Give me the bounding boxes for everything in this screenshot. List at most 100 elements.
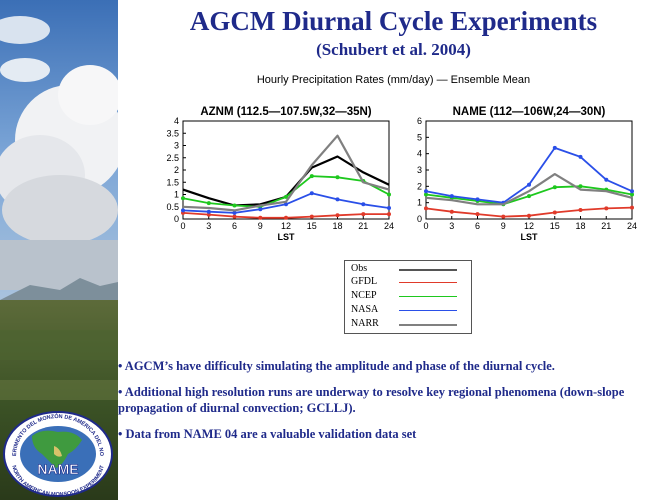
- x-axis-label: LST: [278, 232, 296, 242]
- y-tick-label: 1.5: [166, 177, 179, 187]
- bullet-list: • AGCM’s have difficulty simulating the …: [118, 358, 663, 452]
- series-point-ncep: [181, 196, 185, 201]
- x-tick-label: 15: [550, 221, 560, 231]
- y-tick-label: 6: [417, 116, 422, 126]
- series-point-ncep: [578, 184, 583, 189]
- legend-line-ncep: [399, 296, 457, 297]
- series-point-gfdl: [630, 205, 634, 210]
- chart-legend: Obs GFDL NCEP NASA NARR: [344, 260, 472, 334]
- series-point-nasa: [206, 209, 211, 214]
- series-point-ncep: [335, 175, 340, 180]
- legend-line-narr: [399, 324, 457, 326]
- series-point-gfdl: [604, 206, 609, 211]
- bullet-item: • Data from NAME 04 are a valuable valid…: [118, 427, 417, 441]
- series-point-nasa: [361, 202, 366, 207]
- series-point-gfdl: [475, 212, 480, 217]
- bullet-item: • Additional high resolution runs are un…: [118, 385, 625, 415]
- series-point-gfdl: [206, 212, 211, 217]
- bullet-item: • AGCM’s have difficulty simulating the …: [118, 359, 555, 373]
- series-point-gfdl: [284, 215, 288, 220]
- legend-line-gfdl: [399, 282, 457, 283]
- x-tick-label: 0: [423, 221, 428, 231]
- y-tick-label: 1: [417, 198, 422, 208]
- plot-frame: [425, 120, 633, 220]
- legend-label-obs: Obs: [351, 263, 368, 274]
- x-tick-label: 21: [358, 221, 368, 231]
- y-tick-label: 3: [417, 165, 422, 175]
- legend-line-nasa: [399, 310, 457, 311]
- y-tick-label: 3: [174, 141, 179, 151]
- x-tick-label: 21: [601, 221, 611, 231]
- figure-caption: Hourly Precipitation Rates (mm/day) — En…: [256, 74, 531, 86]
- series-point-nasa: [181, 208, 185, 213]
- series-line-narr: [425, 173, 633, 206]
- series-point-gfdl: [258, 215, 263, 220]
- legend-label-ncep: NCEP: [351, 290, 377, 301]
- series-point-gfdl: [361, 212, 366, 217]
- series-point-gfdl: [335, 213, 340, 218]
- legend-label-narr: NARR: [351, 318, 379, 329]
- series-point-gfdl: [449, 209, 454, 214]
- series-point-nasa: [630, 189, 634, 194]
- y-tick-label: 2: [417, 181, 422, 191]
- series-point-nasa: [335, 197, 340, 202]
- x-tick-label: 9: [258, 221, 263, 231]
- y-tick-label: 5: [417, 132, 422, 142]
- y-tick-label: 2.5: [166, 153, 179, 163]
- series-point-gfdl: [501, 214, 506, 219]
- x-tick-label: 24: [384, 221, 394, 231]
- chart-panel-0: AZNM (112.5—107.5W,32—35N)0 3 6 9 12 15 18 21 24…: [166, 106, 394, 242]
- legend-label-gfdl: GFDL: [351, 276, 378, 287]
- x-tick-label: 15: [307, 221, 317, 231]
- x-tick-label: 6: [475, 221, 480, 231]
- x-tick-label: 24: [627, 221, 637, 231]
- series-point-gfdl: [424, 206, 428, 211]
- logo-center-text: NAME: [37, 461, 78, 477]
- series-point-nasa: [527, 182, 531, 187]
- background-photo: [0, 0, 118, 500]
- x-tick-label: 6: [232, 221, 237, 231]
- series-point-ncep: [424, 192, 428, 197]
- y-tick-label: 1: [174, 190, 179, 200]
- x-tick-label: 18: [332, 221, 342, 231]
- slide-subtitle: (Schubert et al. 2004): [316, 40, 471, 59]
- series-point-ncep: [309, 174, 314, 179]
- legend-line-obs: [399, 269, 457, 271]
- series-point-ncep: [552, 185, 557, 190]
- x-tick-label: 0: [180, 221, 185, 231]
- y-tick-label: 2: [174, 165, 179, 175]
- series-point-gfdl: [387, 212, 391, 217]
- series-point-nasa: [475, 197, 480, 202]
- y-tick-label: 0: [417, 214, 422, 224]
- series-point-nasa: [309, 191, 314, 196]
- series-point-gfdl: [309, 214, 314, 219]
- series-point-nasa: [578, 154, 583, 159]
- x-tick-label: 9: [501, 221, 506, 231]
- name-logo: EXPERIMENTO DEL MONZÓN DE AMÉRICA DEL NO…: [2, 406, 113, 498]
- series-point-nasa: [232, 210, 237, 215]
- y-tick-label: 0.5: [166, 202, 179, 212]
- series-point-gfdl: [578, 208, 583, 212]
- legend-label-nasa: NASA: [351, 304, 379, 315]
- series-point-ncep: [206, 201, 211, 206]
- y-tick-label: 0: [174, 214, 179, 224]
- slide-title: AGCM Diurnal Cycle Experiments: [189, 6, 598, 36]
- x-tick-label: 12: [281, 221, 291, 231]
- x-tick-label: 18: [575, 221, 585, 231]
- chart-title: NAME (112—106W,24—30N): [453, 106, 606, 118]
- series-point-gfdl: [527, 213, 531, 218]
- x-tick-label: 3: [206, 221, 211, 231]
- chart-title: AZNM (112.5—107.5W,32—35N): [200, 106, 371, 118]
- chart-panel-1: NAME (112—106W,24—30N)0 3 6 9 12 15 18 21 240123…: [417, 106, 637, 242]
- series-point-gfdl: [232, 214, 237, 219]
- series-point-nasa: [258, 207, 263, 212]
- series-line-narr: [182, 134, 390, 212]
- series-point-nasa: [449, 194, 454, 199]
- y-tick-label: 4: [417, 149, 422, 159]
- x-tick-label: 12: [524, 221, 534, 231]
- y-tick-label: 4: [174, 116, 179, 126]
- series-point-ncep: [232, 203, 237, 208]
- y-tick-label: 3.5: [166, 128, 179, 138]
- series-point-ncep: [527, 194, 531, 199]
